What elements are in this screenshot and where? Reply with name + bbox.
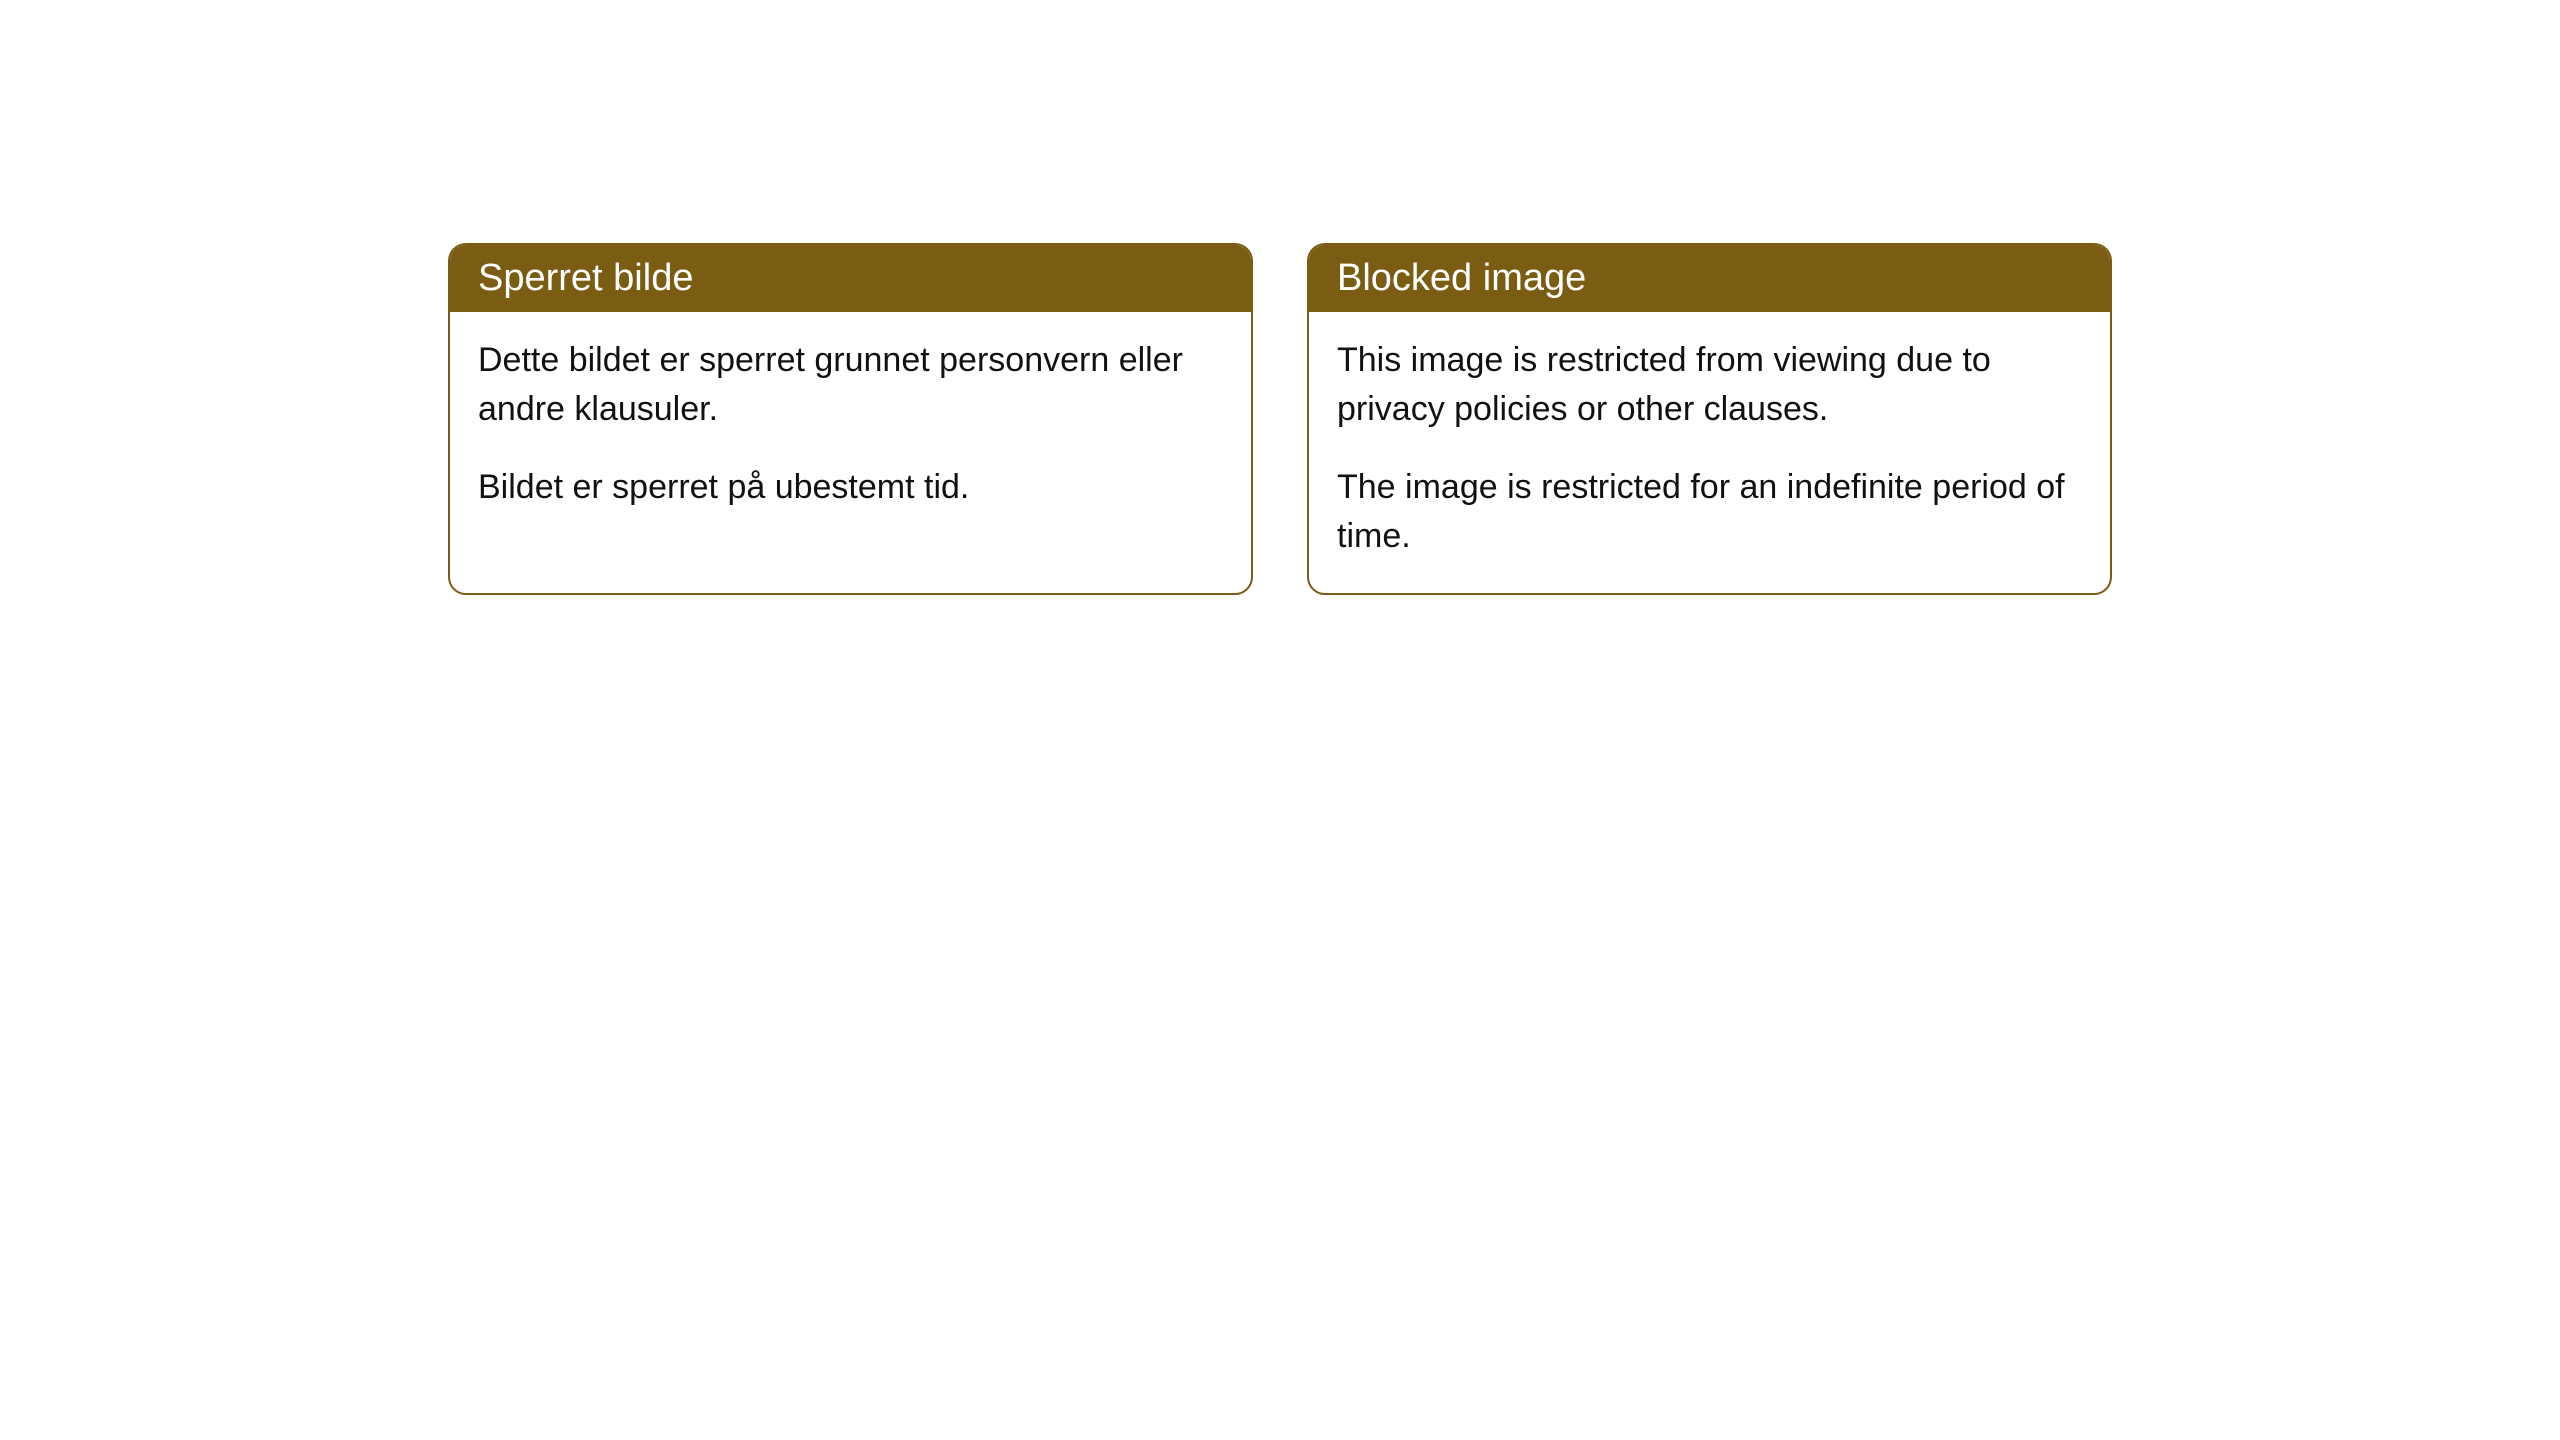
card-paragraph: Bildet er sperret på ubestemt tid. (478, 463, 1223, 512)
card-paragraph: The image is restricted for an indefinit… (1337, 463, 2082, 562)
card-body: Dette bildet er sperret grunnet personve… (450, 312, 1251, 544)
card-title: Blocked image (1309, 245, 2110, 312)
notice-cards-row: Sperret bilde Dette bildet er sperret gr… (448, 243, 2112, 595)
notice-card-norwegian: Sperret bilde Dette bildet er sperret gr… (448, 243, 1253, 595)
notice-card-english: Blocked image This image is restricted f… (1307, 243, 2112, 595)
card-title: Sperret bilde (450, 245, 1251, 312)
card-paragraph: Dette bildet er sperret grunnet personve… (478, 336, 1223, 435)
card-paragraph: This image is restricted from viewing du… (1337, 336, 2082, 435)
card-body: This image is restricted from viewing du… (1309, 312, 2110, 593)
